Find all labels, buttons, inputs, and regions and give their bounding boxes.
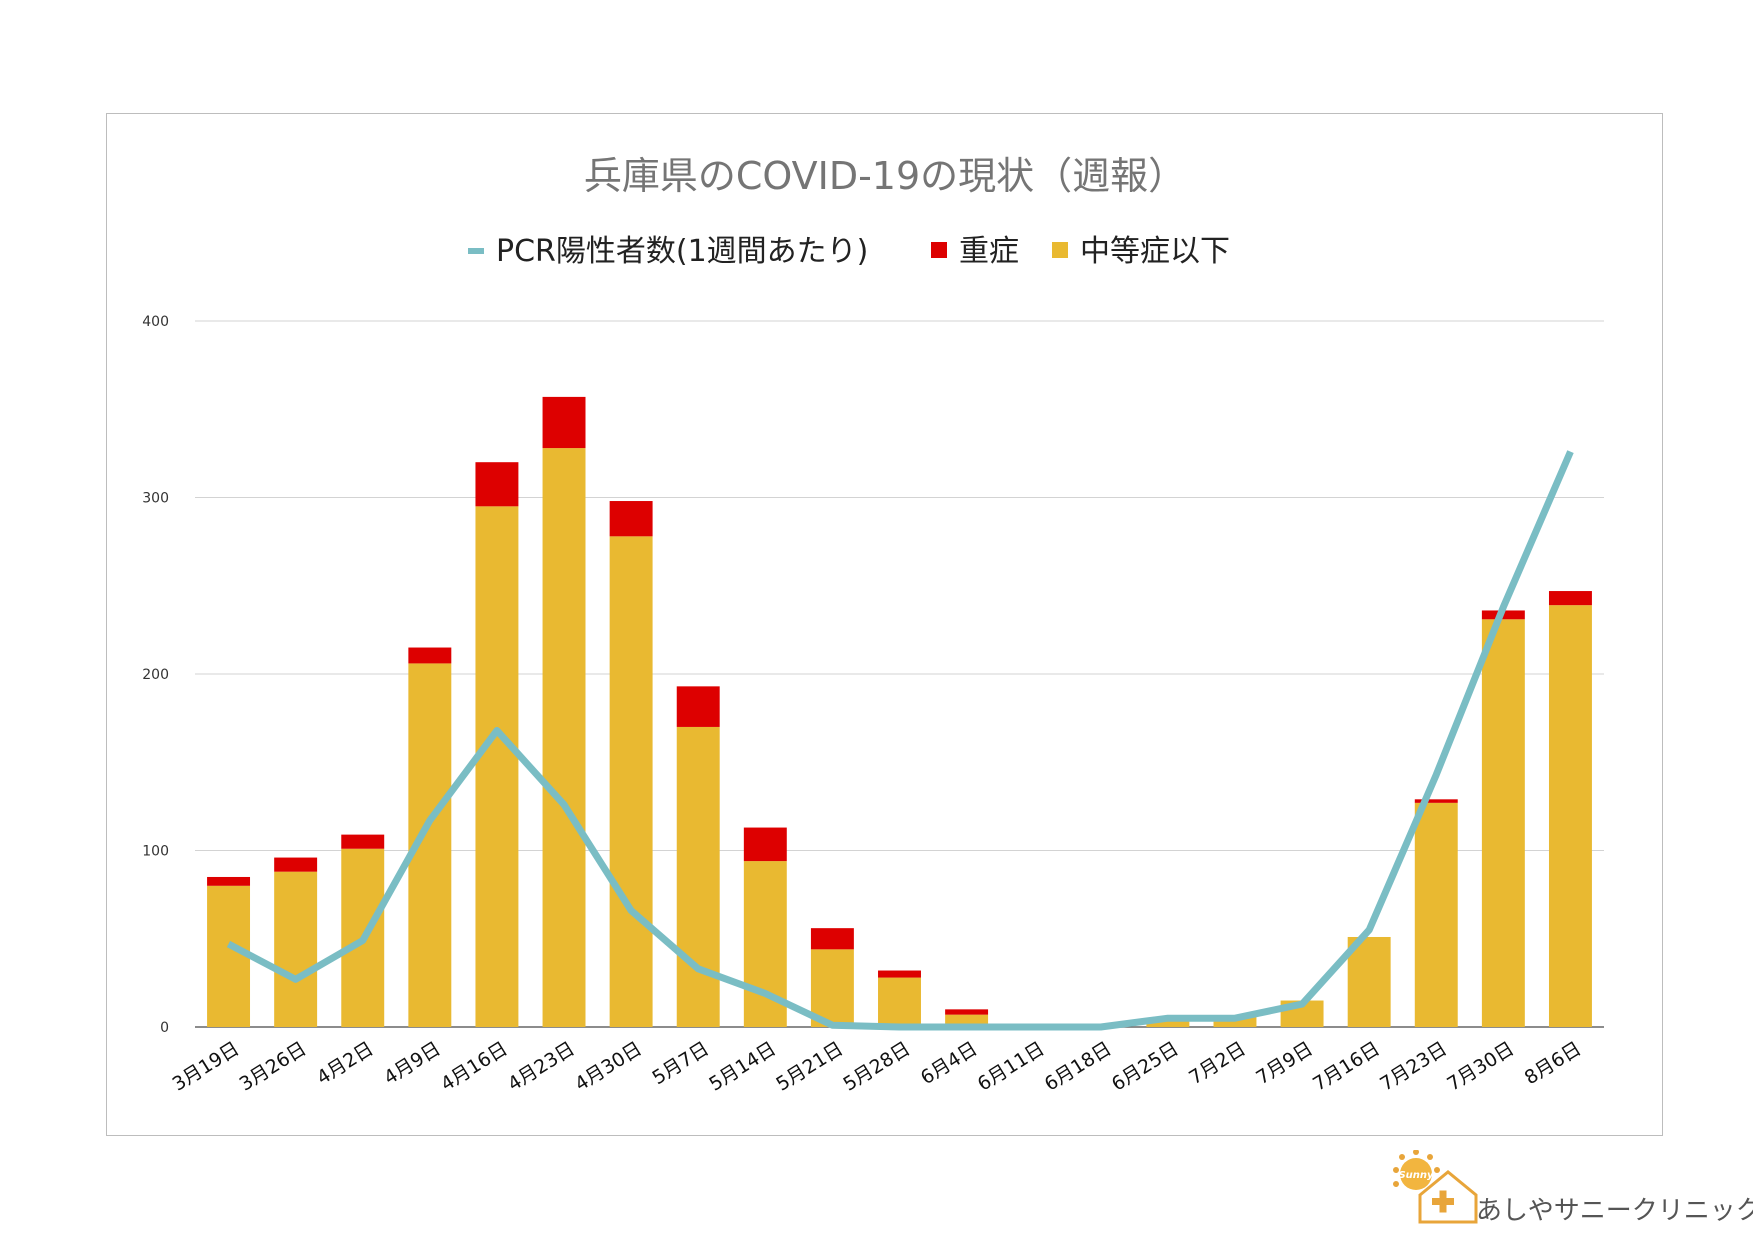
x-tick-label: 4月23日 [504, 1038, 579, 1096]
x-tick-label: 4月30日 [571, 1038, 646, 1096]
y-tick-label: 200 [142, 667, 169, 683]
x-tick-label: 5月7日 [648, 1038, 712, 1090]
legend-swatch-1 [931, 242, 947, 258]
bar-segment-s0-9 [810, 949, 854, 1027]
bar-segment-s0-0 [207, 885, 251, 1027]
y-tick-label: 0 [160, 1020, 169, 1036]
x-tick-label: 7月9日 [1252, 1038, 1316, 1090]
x-tick-label: 6月18日 [1041, 1038, 1116, 1096]
bars [207, 396, 1592, 1028]
sun-rays-icon [1393, 1150, 1440, 1187]
legend-swatch-0 [1052, 242, 1068, 258]
gridlines [195, 320, 1604, 1028]
x-tick-label: 8月6日 [1521, 1038, 1585, 1090]
bar-segment-s1-7 [676, 686, 720, 727]
x-tick-label: 4月2日 [313, 1038, 377, 1090]
x-tick-label: 5月28日 [840, 1038, 915, 1096]
bar-segment-s0-7 [676, 726, 720, 1027]
legend-label-2: PCR陽性者数(1週間あたり) [496, 234, 868, 269]
chart-svg: 兵庫県のCOVID-19の現状（週報） PCR陽性者数(1週間あたり) 重症 中等症… [142, 154, 1604, 1096]
bar-segment-s1-0 [207, 876, 251, 886]
bar-segment-s1-2 [341, 834, 385, 849]
bar-segment-s0-4 [475, 506, 519, 1027]
bar-segment-s1-4 [475, 462, 519, 507]
bar-segment-s0-10 [878, 977, 921, 1027]
bar-segment-s1-10 [878, 970, 921, 978]
clinic-logo-icon: Sunny [1393, 1150, 1478, 1224]
y-axis-ticks: 0 100 200 300 400 [142, 314, 169, 1036]
bar-segment-s1-8 [743, 827, 787, 862]
line-layer [226, 450, 1574, 1031]
x-tick-label: 6月4日 [917, 1038, 981, 1090]
bar-segment-s0-6 [609, 536, 653, 1027]
bar-segment-s0-15 [1213, 1016, 1257, 1027]
bar-segment-s1-6 [609, 501, 653, 537]
bar-segment-s1-9 [810, 928, 854, 950]
bar-segment-s1-5 [542, 396, 586, 449]
clinic-name: あしやサニークリニック [1476, 1196, 1753, 1226]
bar-segment-s0-5 [542, 448, 586, 1028]
x-tick-label: 3月26日 [236, 1038, 311, 1096]
bar-segment-s1-18 [1414, 799, 1458, 803]
x-tick-label: 6月11日 [974, 1038, 1049, 1096]
y-tick-label: 100 [142, 844, 169, 860]
sun-icon [1400, 1158, 1432, 1190]
x-tick-label: 5月21日 [772, 1038, 847, 1096]
bar-segment-s1-1 [274, 857, 318, 872]
x-tick-label: 6月25日 [1108, 1038, 1183, 1096]
bar-segment-s1-3 [408, 647, 452, 664]
y-tick-label: 300 [142, 491, 169, 507]
x-tick-label: 4月9日 [380, 1038, 444, 1090]
x-tick-label: 3月19日 [169, 1038, 244, 1096]
legend-label-0: 中等症以下 [1080, 234, 1230, 269]
bar-segment-s0-19 [1481, 619, 1525, 1027]
x-tick-label: 7月2日 [1185, 1038, 1249, 1090]
x-tick-label: 7月16日 [1309, 1038, 1384, 1096]
x-tick-label: 7月30日 [1443, 1038, 1518, 1096]
chart-title: 兵庫県のCOVID-19の現状（週報） [584, 154, 1186, 198]
bar-segment-s1-20 [1548, 591, 1592, 606]
x-tick-label: 5月14日 [705, 1038, 780, 1096]
bar-segment-s0-14 [1146, 1018, 1190, 1027]
chart-frame: 兵庫県のCOVID-19の現状（週報） PCR陽性者数(1週間あたり) 重症 中等症… [106, 113, 1663, 1136]
y-tick-label: 400 [142, 314, 169, 330]
legend-label-1: 重症 [959, 234, 1019, 269]
chart-legend: PCR陽性者数(1週間あたり) 重症 中等症以下 [468, 234, 1230, 269]
x-tick-label: 4月16日 [437, 1038, 512, 1096]
bar-segment-s0-1 [274, 871, 318, 1027]
logo-word: Sunny [1398, 1170, 1434, 1181]
bar-segment-s0-17 [1347, 936, 1391, 1027]
house-icon [1418, 1170, 1478, 1224]
bar-segment-s1-11 [945, 1009, 989, 1015]
bar-segment-s0-20 [1548, 605, 1592, 1027]
x-tick-label: 7月23日 [1376, 1038, 1451, 1096]
clinic-branding: Sunny あしやサニークリニック [1390, 1150, 1753, 1230]
bar-segment-s0-18 [1414, 802, 1458, 1027]
